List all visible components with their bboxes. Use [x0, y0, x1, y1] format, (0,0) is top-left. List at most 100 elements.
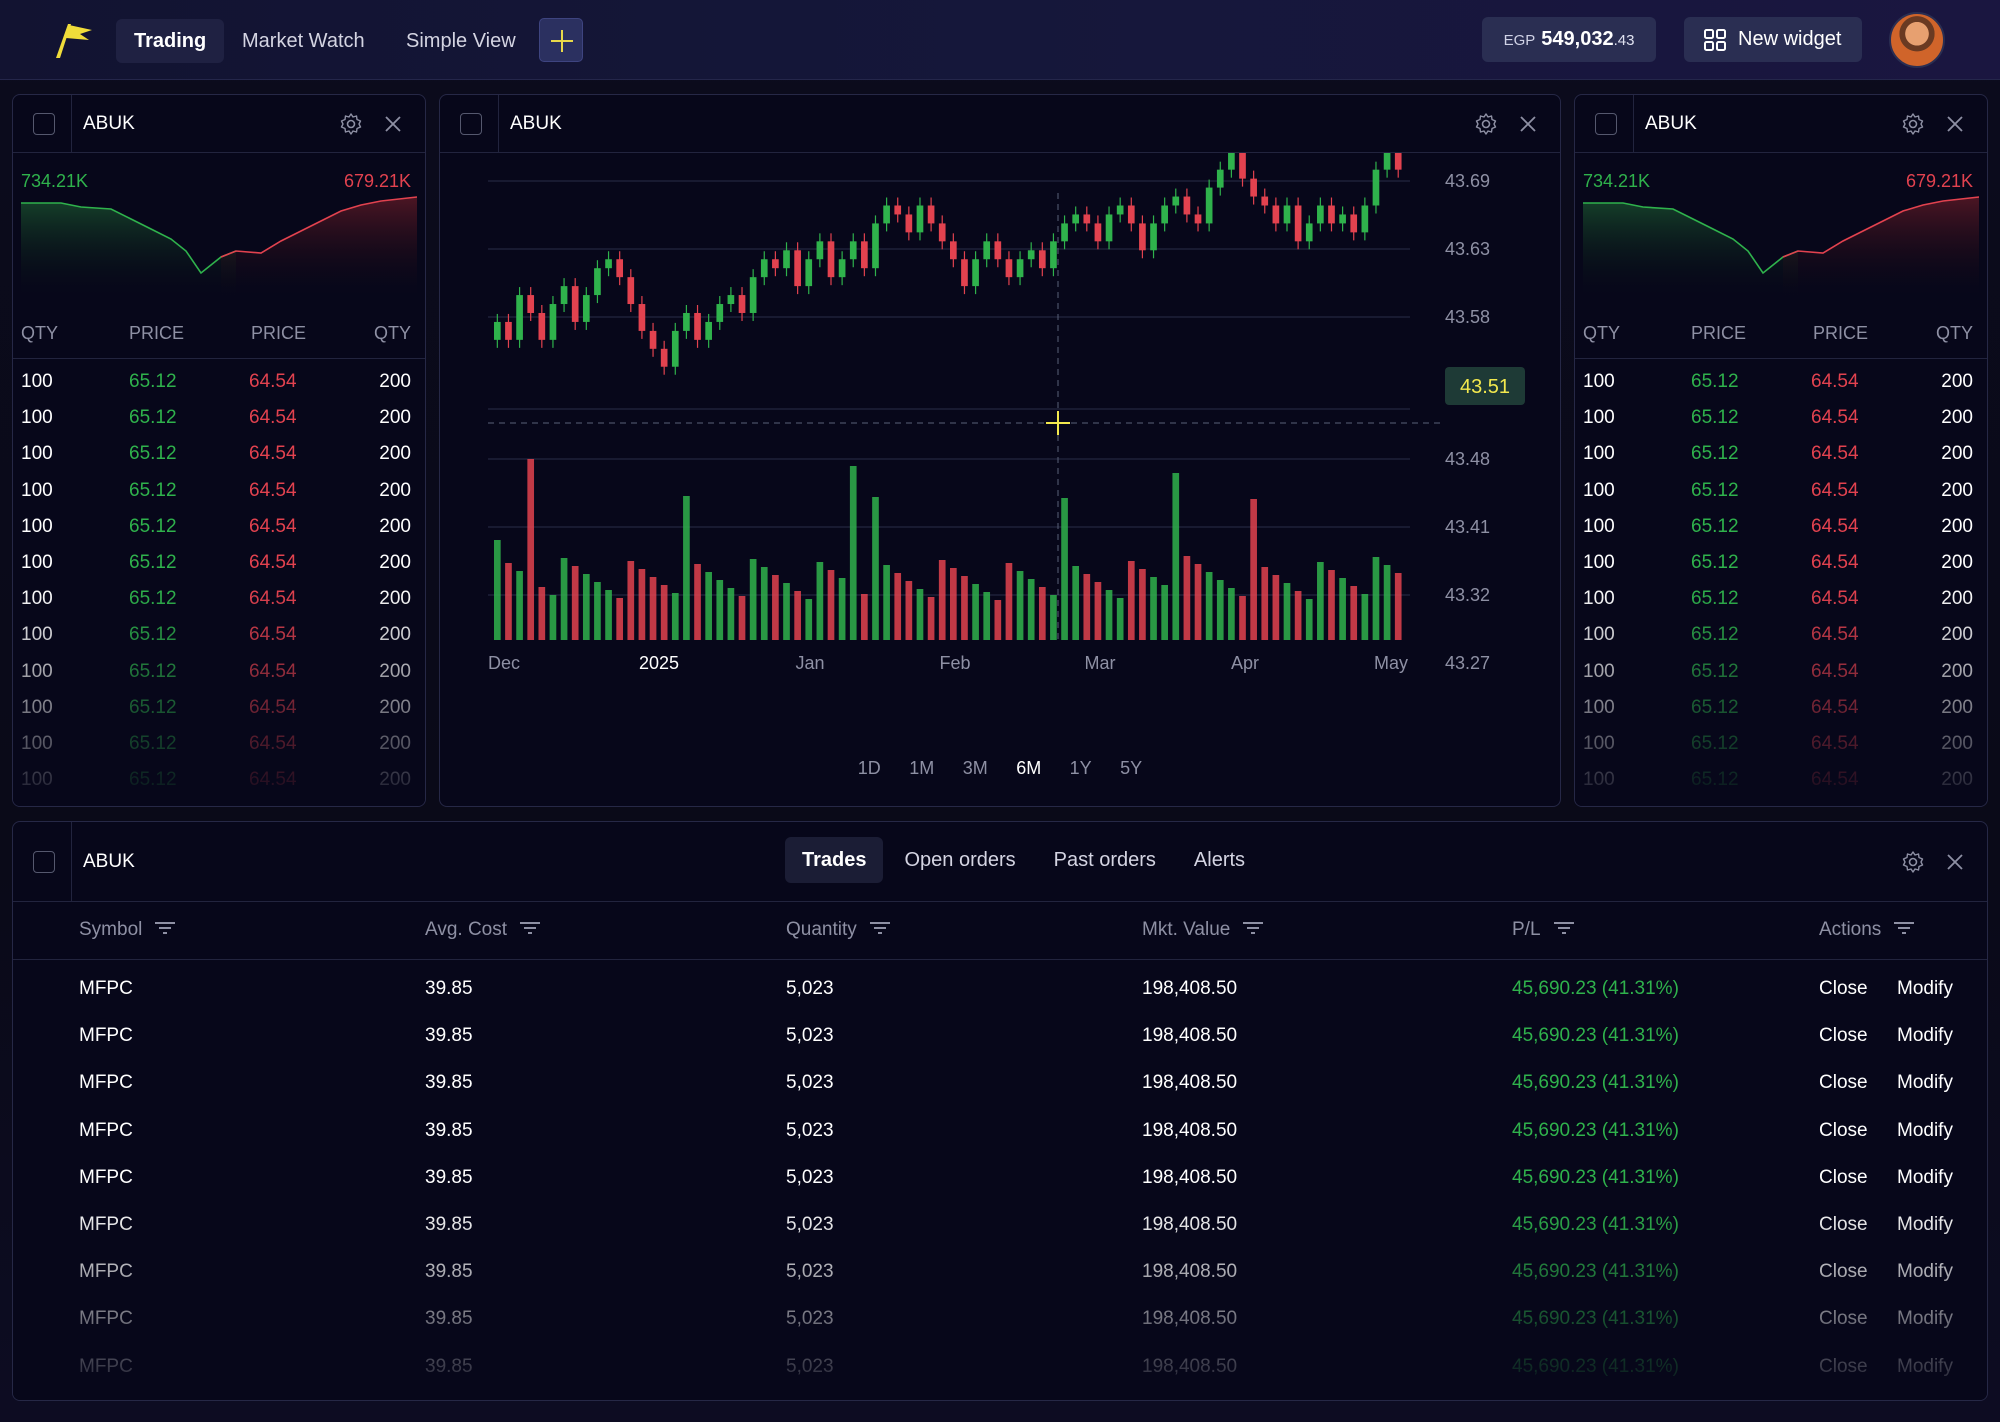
- tab-open-orders[interactable]: Open orders: [904, 849, 1016, 871]
- close-button[interactable]: Close: [1819, 1072, 1868, 1094]
- orderbook-row[interactable]: 100 65.12 64.54 200: [13, 729, 425, 765]
- close-button[interactable]: Close: [1819, 1261, 1868, 1283]
- orderbook-row[interactable]: 100 65.12 64.54 200: [1575, 367, 1987, 403]
- timeframe-1y[interactable]: 1Y: [1069, 758, 1092, 778]
- col-pl[interactable]: P/L: [1512, 919, 1575, 941]
- filter-icon[interactable]: [1553, 921, 1575, 935]
- orderbook-row[interactable]: 100 65.12 64.54 200: [1575, 693, 1987, 729]
- nav-tab-trading[interactable]: Trading: [116, 19, 225, 63]
- tab-past-orders[interactable]: Past orders: [1053, 849, 1156, 871]
- filter-icon[interactable]: [1893, 921, 1915, 935]
- table-row[interactable]: MFPC 39.85 5,023 198,408.50 45,690.23 (41.31…: [13, 1149, 1987, 1196]
- filter-icon[interactable]: [154, 921, 176, 935]
- orderbook-row[interactable]: 100 65.12 64.54 200: [13, 693, 425, 729]
- nav-tab-market-watch[interactable]: Market Watch: [242, 30, 365, 52]
- orderbook-row[interactable]: 100 65.12 64.54 200: [13, 657, 425, 693]
- select-checkbox[interactable]: [460, 113, 482, 135]
- col-mkt-value[interactable]: Mkt. Value: [1142, 919, 1264, 941]
- account-balance[interactable]: EGP 549,032.43: [1482, 17, 1656, 62]
- modify-button[interactable]: Modify: [1897, 1261, 1953, 1283]
- gear-icon[interactable]: [1474, 112, 1498, 136]
- table-row[interactable]: MFPC 39.85 5,023 198,408.50 45,690.23 (41.31…: [13, 1243, 1987, 1290]
- table-row[interactable]: MFPC 39.85 5,023 198,408.50 45,690.23 (41.31…: [13, 1054, 1987, 1101]
- gear-icon[interactable]: [1901, 112, 1925, 136]
- close-icon[interactable]: [1516, 112, 1540, 136]
- orderbook-row[interactable]: 100 65.12 64.54 200: [1575, 476, 1987, 512]
- modify-button[interactable]: Modify: [1897, 1119, 1953, 1141]
- select-checkbox[interactable]: [33, 113, 55, 135]
- close-button[interactable]: Close: [1819, 1213, 1868, 1235]
- orderbook-row[interactable]: 100 65.12 64.54 200: [1575, 584, 1987, 620]
- orderbook-row[interactable]: 100 65.12 64.54 200: [13, 403, 425, 439]
- table-row[interactable]: MFPC 39.85 5,023 198,408.50 45,690.23 (41.31…: [13, 1102, 1987, 1149]
- orderbook-row[interactable]: 100 65.12 64.54 200: [1575, 620, 1987, 656]
- close-icon[interactable]: [381, 112, 405, 136]
- modify-button[interactable]: Modify: [1897, 1308, 1953, 1330]
- modify-button[interactable]: Modify: [1897, 1213, 1953, 1235]
- filter-icon[interactable]: [869, 921, 891, 935]
- gear-icon[interactable]: [1901, 850, 1925, 874]
- col-symbol[interactable]: Symbol: [79, 919, 176, 941]
- bid-qty: 100: [1583, 371, 1615, 392]
- orderbook-row[interactable]: 100 65.12 64.54 200: [13, 512, 425, 548]
- modify-button[interactable]: Modify: [1897, 1072, 1953, 1094]
- app-logo-icon[interactable]: [52, 20, 96, 60]
- table-row[interactable]: MFPC 39.85 5,023 198,408.50 45,690.23 (41.31…: [13, 960, 1987, 1007]
- table-row[interactable]: MFPC 39.85 5,023 198,408.50 45,690.23 (41.31…: [13, 1290, 1987, 1337]
- filter-icon[interactable]: [519, 921, 541, 935]
- add-tab-button[interactable]: [539, 18, 583, 62]
- orderbook-row[interactable]: 100 65.12 64.54 200: [13, 367, 425, 403]
- filter-icon[interactable]: [1242, 921, 1264, 935]
- close-button[interactable]: Close: [1819, 1166, 1868, 1188]
- timeframe-3m[interactable]: 3M: [962, 758, 988, 778]
- grid-icon: [1704, 29, 1726, 51]
- volume-bar: [605, 590, 612, 640]
- orderbook-row[interactable]: 100 65.12 64.54 200: [13, 584, 425, 620]
- timeframe-6m[interactable]: 6M: [1016, 758, 1042, 778]
- orderbook-row[interactable]: 100 65.12 64.54 200: [13, 476, 425, 512]
- orderbook-row[interactable]: 100 65.12 64.54 200: [13, 620, 425, 656]
- bid-price: 65.12: [129, 371, 177, 392]
- timeframe-1m[interactable]: 1M: [909, 758, 935, 778]
- tab-trades[interactable]: Trades: [785, 837, 884, 883]
- orderbook-row[interactable]: 100 65.12 64.54 200: [13, 548, 425, 584]
- orderbook-row[interactable]: 100 65.12 64.54 200: [1575, 729, 1987, 765]
- close-button[interactable]: Close: [1819, 1308, 1868, 1330]
- timeframe-1d[interactable]: 1D: [857, 758, 881, 778]
- close-button[interactable]: Close: [1819, 1025, 1868, 1047]
- gear-icon[interactable]: [339, 112, 363, 136]
- close-button[interactable]: Close: [1819, 978, 1868, 999]
- table-row[interactable]: MFPC 39.85 5,023 198,408.50 45,690.23 (41.31…: [13, 1007, 1987, 1054]
- close-button[interactable]: Close: [1819, 1355, 1868, 1377]
- table-row[interactable]: MFPC 39.85 5,023 198,408.50 45,690.23 (41.31…: [13, 1196, 1987, 1243]
- new-widget-button[interactable]: New widget: [1684, 17, 1862, 62]
- cell-mkt-value: 198,408.50: [1142, 1119, 1238, 1141]
- orderbook-row[interactable]: 100 65.12 64.54 200: [1575, 765, 1987, 801]
- modify-button[interactable]: Modify: [1897, 978, 1953, 999]
- close-button[interactable]: Close: [1819, 1119, 1868, 1141]
- timeframe-5y[interactable]: 5Y: [1120, 758, 1143, 778]
- modify-button[interactable]: Modify: [1897, 1355, 1953, 1377]
- orderbook-row[interactable]: 100 65.12 64.54 200: [1575, 439, 1987, 475]
- modify-button[interactable]: Modify: [1897, 1166, 1953, 1188]
- orderbook-row[interactable]: 100 65.12 64.54 200: [1575, 657, 1987, 693]
- orderbook-row[interactable]: 100 65.12 64.54 200: [1575, 512, 1987, 548]
- col-quantity[interactable]: Quantity: [786, 919, 891, 941]
- select-checkbox[interactable]: [33, 851, 55, 873]
- modify-button[interactable]: Modify: [1897, 1025, 1953, 1047]
- table-row[interactable]: MFPC 39.85 5,023 198,408.50 45,690.23 (41.31…: [13, 1338, 1987, 1385]
- nav-tab-simple-view[interactable]: Simple View: [406, 30, 516, 52]
- orderbook-row[interactable]: 100 65.12 64.54 200: [1575, 548, 1987, 584]
- select-checkbox[interactable]: [1595, 113, 1617, 135]
- user-avatar[interactable]: [1889, 12, 1945, 68]
- candlestick-chart[interactable]: 43.69 43.63 43.58 43.48 43.41 43.32 43.27 Dec 20…: [440, 153, 1561, 753]
- orderbook-row[interactable]: 100 65.12 64.54 200: [13, 765, 425, 801]
- bid-qty: 100: [1583, 443, 1615, 465]
- orderbook-row[interactable]: 100 65.12 64.54 200: [1575, 403, 1987, 439]
- close-icon[interactable]: [1943, 850, 1967, 874]
- col-actions[interactable]: Actions: [1819, 919, 1915, 941]
- orderbook-row[interactable]: 100 65.12 64.54 200: [13, 439, 425, 475]
- tab-alerts[interactable]: Alerts: [1193, 849, 1246, 871]
- close-icon[interactable]: [1943, 112, 1967, 136]
- col-avg-cost[interactable]: Avg. Cost: [425, 919, 541, 941]
